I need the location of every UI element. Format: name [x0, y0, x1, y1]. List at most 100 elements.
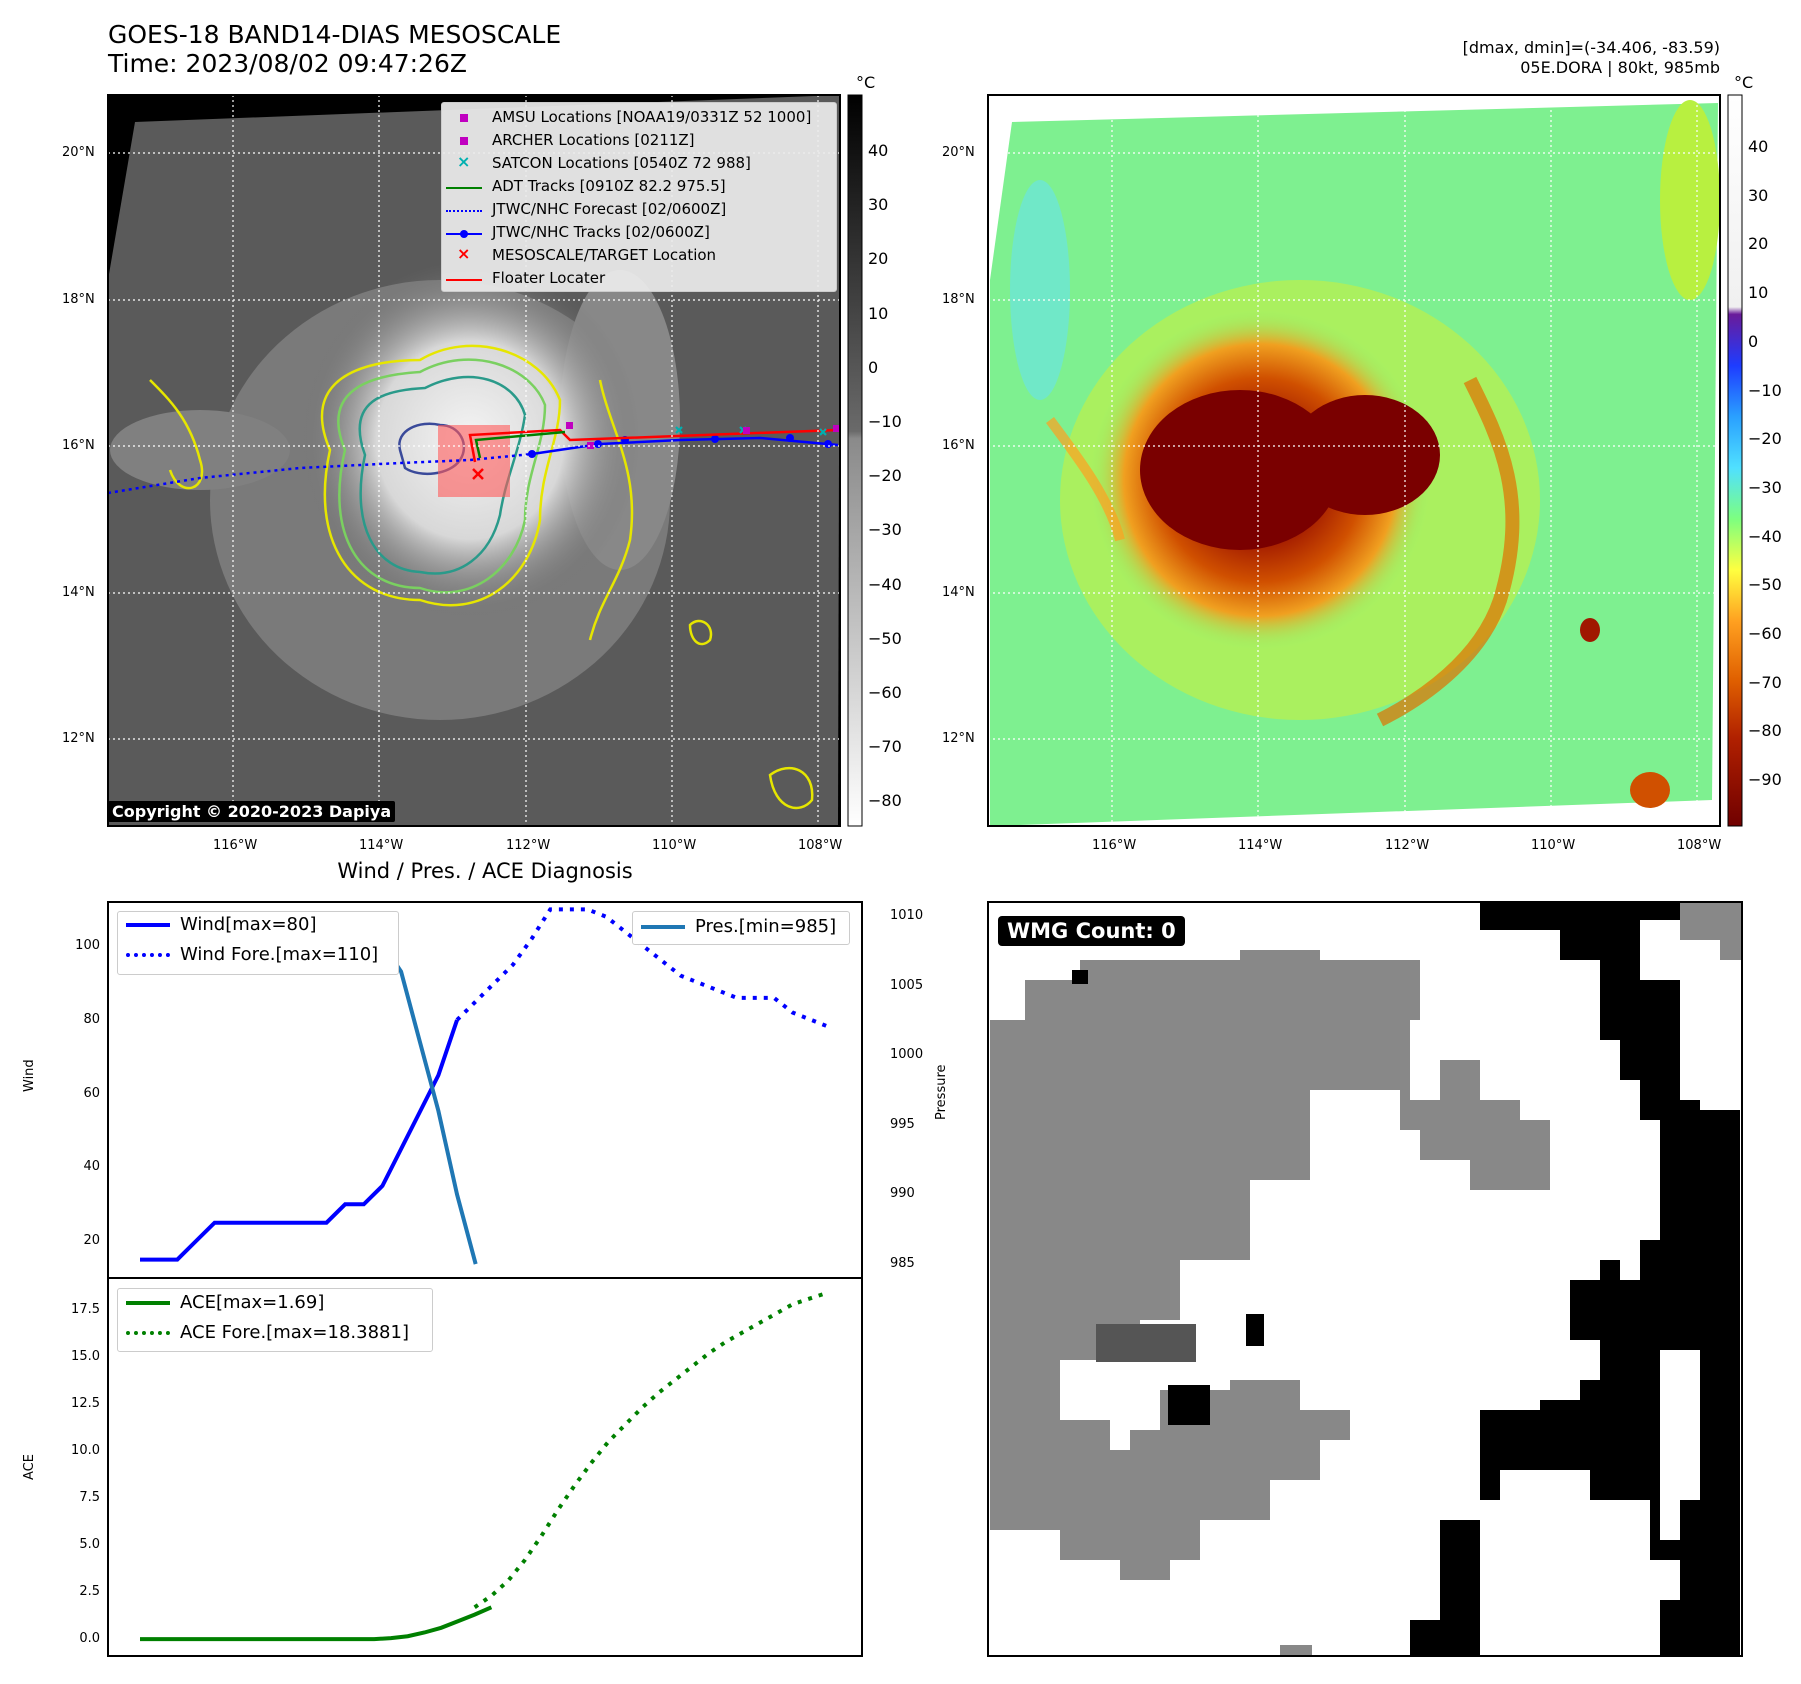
map-legend-label: MESOSCALE/TARGET Location	[492, 246, 717, 264]
map-legend-label: AMSU Locations [NOAA19/0331Z 52 1000]	[492, 108, 812, 126]
chart-title: GOES-18 BAND14-DIAS MESOSCALE	[108, 20, 562, 49]
map-legend-item: Floater Locater	[442, 269, 832, 291]
storm-info-text: 05E.DORA | 80kt, 985mb	[1520, 58, 1720, 77]
lat-label-12n-2: 12°N	[942, 731, 975, 746]
axis-tick-label: 15.0	[71, 1348, 100, 1364]
map-legend-label: ARCHER Locations [0211Z]	[492, 131, 695, 149]
pres-legend-swatch	[641, 925, 685, 929]
map-legend-item: × MESOSCALE/TARGET Location	[442, 244, 832, 268]
map-legend-swatch	[446, 187, 482, 189]
colorbar-tick: 40	[1748, 137, 1769, 156]
lat-label-12n: 12°N	[62, 731, 95, 746]
wind-fore-legend-swatch	[126, 953, 170, 957]
contour-green	[337, 358, 547, 594]
pres-legend-label: Pres.[min=985]	[695, 916, 837, 937]
colorbar-tick: −70	[1748, 672, 1782, 692]
colorbar-tick: −30	[1748, 477, 1782, 497]
floater-line	[468, 428, 839, 463]
lat-label-20n: 20°N	[62, 145, 95, 160]
colorbar-tick: 30	[868, 195, 889, 215]
lon-label-114w: 114°W	[359, 838, 404, 853]
lon-label-114w-2: 114°W	[1238, 838, 1283, 853]
colorbar-tick: 40	[868, 141, 889, 160]
colorbar-tick: −40	[868, 574, 902, 594]
target-marker	[472, 468, 484, 480]
wind-legend: Wind[max=80] Wind Fore.[max=110]	[117, 911, 399, 975]
lon-label-110w: 110°W	[652, 838, 697, 853]
ace-legend-swatch	[126, 1301, 170, 1305]
lon-label-112w-2: 112°W	[1385, 838, 1430, 853]
wind-legend-swatch	[126, 923, 170, 927]
dmax-dmin-text: [dmax, dmin]=(-34.406, -83.59)	[1462, 38, 1720, 57]
map-legend-label: Floater Locater	[492, 269, 606, 287]
adt-track-line	[474, 430, 566, 459]
colorbar-tick: 30	[1748, 185, 1769, 205]
ace-plot	[140, 1291, 827, 1642]
ace-fore-legend-swatch	[126, 1331, 170, 1335]
ace-legend-label: ACE[max=1.69]	[180, 1292, 325, 1313]
lon-label-116w-2: 116°W	[1092, 838, 1137, 853]
axis-tick-label: 10.0	[71, 1443, 100, 1458]
colorbar-tick: 0	[868, 357, 879, 377]
series-line-1	[455, 907, 831, 1030]
lon-label-108w-2: 108°W	[1677, 838, 1722, 853]
map-legend-item: × SATCON Locations [0540Z 72 988]	[442, 152, 832, 176]
colorbar-tick: −50	[868, 628, 902, 648]
color-grid	[988, 95, 1720, 826]
colorbar-tick: −80	[1748, 721, 1782, 741]
lon-label-110w-2: 110°W	[1531, 838, 1576, 853]
map-legend-item: JTWC/NHC Tracks [02/0600Z]	[442, 223, 832, 245]
map-legend-label: JTWC/NHC Tracks [02/0600Z]	[492, 223, 710, 241]
pres-legend: Pres.[min=985]	[632, 911, 850, 945]
colorbar-tick: −40	[1748, 526, 1782, 546]
map-legend-item: ADT Tracks [0910Z 82.2 975.5]	[442, 177, 832, 199]
axis-tick-label: 60	[83, 1085, 100, 1101]
map-legend-label: JTWC/NHC Forecast [02/0600Z]	[492, 200, 727, 218]
lon-label-108w: 108°W	[798, 838, 843, 853]
colorbar-tick: −60	[868, 683, 902, 702]
diagnosis-title: Wind / Pres. / ACE Diagnosis	[337, 859, 633, 883]
axis-tick-label: 1000	[890, 1047, 924, 1063]
forecast-track-line	[107, 452, 533, 495]
axis-tick-label: 1005	[890, 977, 924, 993]
map-legend-item: ARCHER Locations [0211Z]	[442, 131, 832, 153]
ace-series-line-0	[140, 1605, 493, 1642]
map-legend-swatch	[446, 230, 482, 238]
map-legend-label: ADT Tracks [0910Z 82.2 975.5]	[492, 177, 726, 195]
gray-colorbar	[847, 94, 863, 827]
map-legend-item: JTWC/NHC Forecast [02/0600Z]	[442, 200, 832, 222]
axis-tick-label: 17.5	[71, 1301, 100, 1317]
colorbar-tick: −80	[868, 791, 902, 811]
axis-tick-label: 985	[890, 1256, 915, 1272]
colorbar-tick: 10	[1748, 283, 1769, 303]
map-legend-swatch	[460, 137, 468, 145]
colorbar-tick: −30	[868, 520, 902, 540]
axis-tick-label: 20	[83, 1233, 100, 1249]
colorbar-tick: −20	[1748, 429, 1782, 449]
axis-tick-label: 5.0	[79, 1537, 100, 1553]
colorbar-tick: −10	[868, 412, 902, 431]
jtwc-track-line	[531, 436, 839, 456]
axis-tick-label: 7.5	[79, 1490, 100, 1506]
lat-label-16n-2: 16°N	[942, 438, 975, 453]
gray-colorbar-unit: °C	[856, 73, 876, 92]
ace-legend: ACE[max=1.69] ACE Fore.[max=18.3881]	[117, 1288, 433, 1352]
colorbar-tick: 0	[1748, 331, 1759, 351]
wmg-count-badge: WMG Count: 0	[998, 916, 1185, 946]
series-line-0	[140, 1019, 459, 1262]
pressure-axis-label: Pressure	[934, 1064, 949, 1120]
ace-fore-legend-label: ACE Fore.[max=18.3881]	[180, 1322, 409, 1343]
color-colorbar-unit: °C	[1734, 73, 1754, 92]
lat-label-14n-2: 14°N	[942, 585, 975, 600]
axis-tick-label: 0.0	[79, 1631, 100, 1647]
map-legend-label: SATCON Locations [0540Z 72 988]	[492, 154, 751, 172]
map-legend-item: AMSU Locations [NOAA19/0331Z 52 1000]	[442, 108, 832, 130]
colorbar-tick: −90	[1748, 770, 1782, 790]
wind-legend-label: Wind[max=80]	[180, 914, 317, 935]
colorbar-tick: −20	[868, 466, 902, 486]
wind-axis-label: Wind	[22, 1059, 37, 1092]
lat-label-14n: 14°N	[62, 585, 95, 600]
lon-label-116w: 116°W	[213, 838, 258, 853]
map-legend-swatch: ×	[457, 244, 471, 263]
